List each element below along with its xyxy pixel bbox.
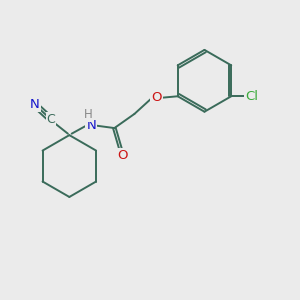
Text: N: N [87,119,96,132]
Text: C: C [47,113,56,126]
Text: O: O [117,149,128,162]
Text: Cl: Cl [245,90,258,103]
Text: O: O [151,91,162,104]
Text: N: N [30,98,40,111]
Text: H: H [83,108,92,121]
